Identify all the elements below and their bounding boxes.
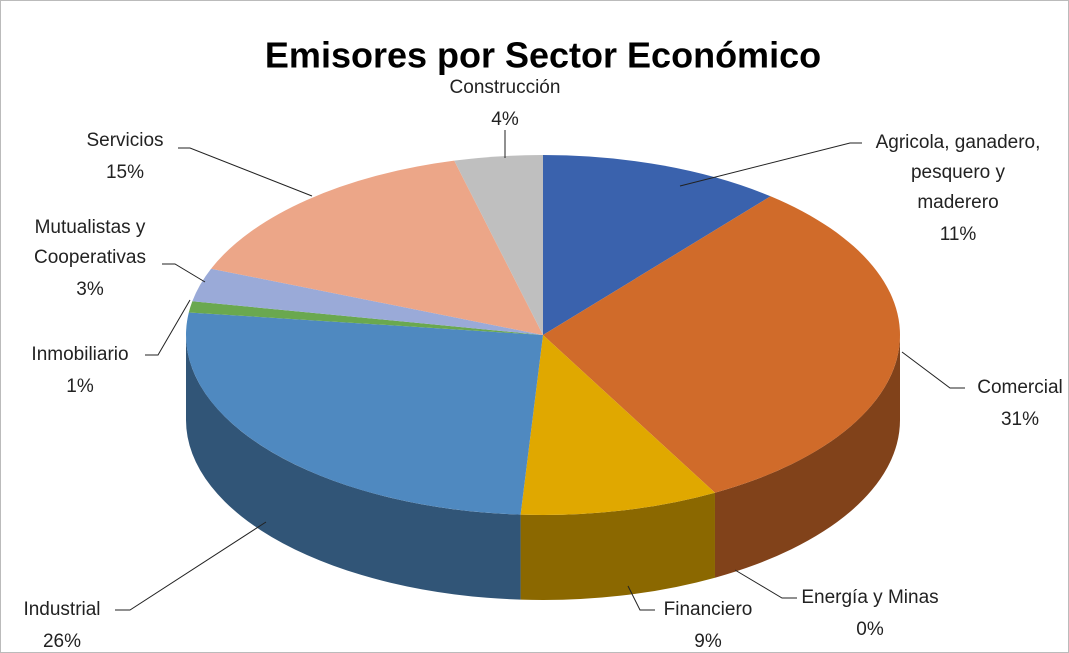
pie-slice [520, 335, 715, 515]
pie-slice [192, 268, 543, 335]
leader-line [115, 521, 267, 611]
value-label: 3% [76, 279, 104, 300]
chart-title: Emisores por Sector Económico [265, 35, 821, 76]
leader-line [901, 351, 965, 389]
pie-side [714, 335, 900, 578]
pie-slice [454, 155, 543, 335]
pie-slice [543, 155, 771, 335]
category-label: Financiero [664, 599, 753, 620]
leader-line [679, 142, 862, 187]
value-label: 1% [66, 376, 94, 397]
value-label: 0% [856, 619, 884, 640]
value-label: 26% [43, 631, 81, 652]
category-label: Inmobiliario [31, 344, 128, 365]
category-label: Servicios [86, 130, 163, 151]
category-label: Industrial [23, 599, 100, 620]
category-label: Construcción [450, 77, 561, 98]
pie-side [520, 492, 715, 600]
leader-line [734, 569, 797, 599]
category-label: Energía y Minas [801, 587, 938, 608]
value-label: 15% [106, 162, 144, 183]
category-label: Comercial [977, 377, 1063, 398]
leader-line [178, 147, 313, 197]
pie-slice [543, 196, 901, 493]
leader-line [627, 585, 655, 611]
pie-slice [211, 160, 543, 335]
leader-line [162, 263, 206, 283]
pie-slice [186, 312, 543, 515]
value-label: 31% [1001, 409, 1039, 430]
category-label: Agricola, ganadero, pesquero y maderero [876, 132, 1041, 213]
leader-line [145, 299, 191, 356]
category-label: Mutualistas y Cooperativas [34, 217, 146, 268]
value-label: 9% [694, 631, 722, 652]
pie-slice [188, 301, 543, 335]
pie-side [186, 335, 521, 600]
value-label: 11% [940, 224, 977, 245]
value-label: 4% [491, 109, 519, 130]
